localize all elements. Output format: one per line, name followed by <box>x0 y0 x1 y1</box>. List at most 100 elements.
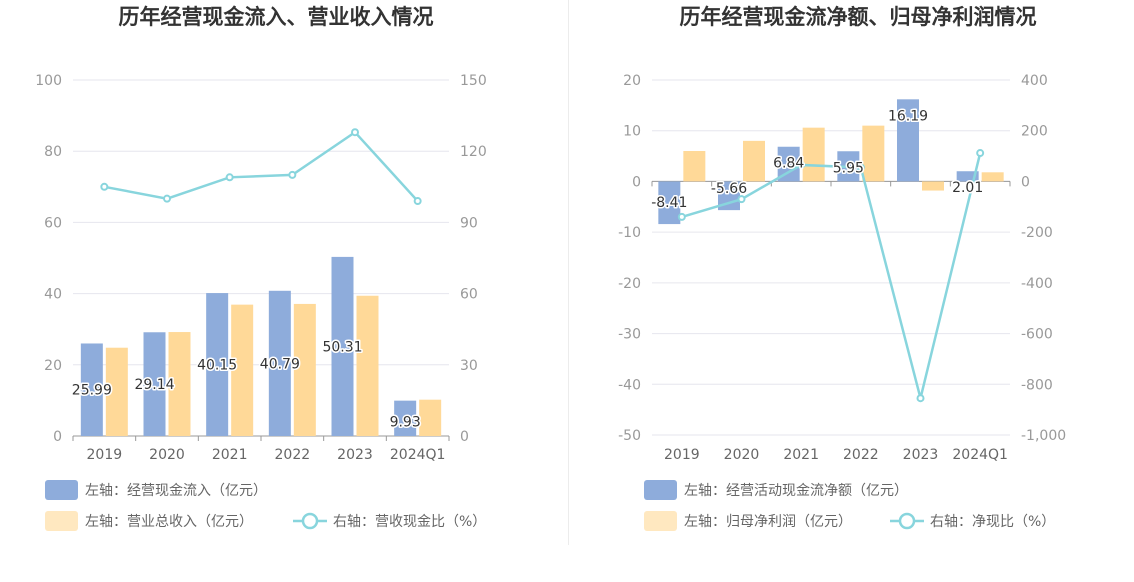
ratio-point-2019 <box>100 182 109 191</box>
cash-inflow-revenue-chart: 历年经营现金流入、营业收入情况 0 20 40 60 80 100 0 30 60 90 120 150… <box>35 5 487 531</box>
ratio-point-2022 <box>288 170 297 179</box>
chart-title: 历年经营现金流净额、归母净利润情况 <box>680 5 1037 29</box>
x-axis-tick-label: 2021 <box>212 447 248 463</box>
bar-data-label: 50.31 <box>322 339 362 355</box>
bar-series1-2022 <box>268 290 291 436</box>
ratio-point-2024Q1 <box>413 197 422 206</box>
legend-swatch <box>45 480 78 500</box>
bar-series2-2020 <box>743 140 765 182</box>
ratio-point-2022 <box>856 163 865 172</box>
right-axis-tick-label: 0 <box>1021 174 1030 190</box>
ratio-point-2019 <box>677 212 686 221</box>
bar-data-label: -8.41 <box>651 195 687 211</box>
bar-data-label: 40.79 <box>260 356 300 372</box>
bar-series2-2024Q1 <box>419 399 442 436</box>
left-axis-tick-label: 0 <box>53 429 62 445</box>
panel-divider <box>568 0 569 545</box>
x-axis-tick-label: 2024Q1 <box>952 447 1008 463</box>
ratio-point-2020 <box>163 194 171 203</box>
left-axis-tick-label: 80 <box>44 144 62 160</box>
left-axis-tick-label: 10 <box>623 124 641 140</box>
left-axis-tick-label: 40 <box>44 287 62 303</box>
right-axis-tick-label: -800 <box>1021 377 1053 393</box>
chart-panel-right: 历年经营现金流净额、归母净利润情况 -50 -40 -30 -20 -10 0 10 20 -1,… <box>569 0 1134 582</box>
bar-series1-2021 <box>206 293 229 436</box>
bar-data-label: 25.99 <box>72 383 112 399</box>
legend-marker <box>301 512 319 530</box>
right-axis-tick-label: 60 <box>460 287 478 303</box>
ratio-point-2020 <box>737 195 746 204</box>
bar-data-label: 6.84 <box>773 156 804 172</box>
legend-swatch <box>45 511 78 531</box>
right-axis-tick-label: -200 <box>1021 225 1053 241</box>
right-axis-tick-label: 120 <box>460 144 487 160</box>
right-axis-tick-label: -400 <box>1021 276 1053 292</box>
legend-label: 左轴：归母净利润（亿元） <box>684 513 852 530</box>
left-axis-tick-label: 100 <box>35 73 62 89</box>
x-axis-tick-label: 2023 <box>903 447 939 463</box>
bar-data-label: -5.66 <box>711 181 747 197</box>
bar-series1-2024Q1 <box>394 400 417 436</box>
ratio-point-2021 <box>797 160 806 169</box>
legend-label: 左轴：营业总收入（亿元） <box>85 514 253 530</box>
x-axis-tick-label: 2021 <box>783 447 819 463</box>
bar-series1-2021 <box>777 146 800 182</box>
left-axis-tick-label: -30 <box>618 327 641 343</box>
bar-series2-2024Q1 <box>981 172 1004 182</box>
chart-title: 历年经营现金流入、营业收入情况 <box>119 5 434 29</box>
right-axis-tick-label: -1,000 <box>1021 428 1066 444</box>
left-axis-tick-label: -20 <box>618 276 641 292</box>
x-axis-tick-label: 2020 <box>149 447 185 463</box>
ratio-point-2023 <box>351 128 359 137</box>
bar-data-label: 40.15 <box>197 358 237 374</box>
right-axis-tick-label: 90 <box>460 215 478 231</box>
x-axis-tick-label: 2019 <box>664 447 700 463</box>
bar-series2-2019 <box>683 151 706 182</box>
right-axis-tick-label: 200 <box>1021 124 1048 140</box>
bar-series2-2019 <box>105 347 128 436</box>
left-axis-tick-label: -40 <box>618 377 641 393</box>
x-axis-tick-label: 2023 <box>337 447 373 463</box>
ratio-line <box>104 130 419 202</box>
bar-series2-2022 <box>293 303 316 436</box>
bar-series2-2023 <box>922 181 944 191</box>
right-axis-tick-label: 150 <box>460 73 487 89</box>
bar-data-label: 5.95 <box>833 160 864 176</box>
bar-series1-2019 <box>80 343 103 436</box>
x-axis-tick-label: 2020 <box>724 447 760 463</box>
ratio-point-2021 <box>225 173 234 182</box>
bar-series1-2024Q1 <box>956 171 979 182</box>
bar-data-label: 2.01 <box>952 180 983 196</box>
left-axis-tick-label: 60 <box>44 215 62 231</box>
left-axis-tick-label: 20 <box>44 358 62 374</box>
right-axis-tick-label: 0 <box>460 429 469 445</box>
x-axis-tick-label: 2024Q1 <box>390 447 446 463</box>
right-axis-tick-label: 400 <box>1021 73 1048 89</box>
bar-series1-2023 <box>331 256 354 436</box>
bar-series2-2021 <box>802 127 825 182</box>
right-axis-tick-label: 30 <box>460 358 478 374</box>
bar-series2-2021 <box>231 304 254 436</box>
left-axis-tick-label: -10 <box>618 225 641 241</box>
legend-label: 右轴：净现比（%） <box>930 514 1055 530</box>
left-axis-tick-label: 0 <box>632 174 641 190</box>
ratio-point-2024Q1 <box>976 149 985 158</box>
left-axis-tick-label: 20 <box>623 73 641 89</box>
bar-data-label: 16.19 <box>888 108 928 124</box>
bar-data-label: 9.93 <box>390 415 421 431</box>
legend-label: 左轴：经营活动现金流净额（亿元） <box>684 483 908 499</box>
ratio-point-2023 <box>916 394 925 403</box>
ratio-line <box>681 152 982 399</box>
legend-marker <box>898 512 916 530</box>
bar-series1-2023 <box>897 99 919 182</box>
x-axis-tick-label: 2022 <box>843 447 879 463</box>
chart-panel-left: 历年经营现金流入、营业收入情况 0 20 40 60 80 100 0 30 60 90 120 150… <box>35 5 487 531</box>
net-cashflow-profit-chart: 历年经营现金流净额、归母净利润情况 -50 -40 -30 -20 -10 0 10 20 -1,… <box>618 5 1066 531</box>
bar-series1-2019 <box>658 181 681 225</box>
bar-series2-2023 <box>356 295 379 436</box>
x-axis-tick-label: 2022 <box>275 447 311 463</box>
bar-series1-2020 <box>143 332 166 436</box>
bar-data-label: 29.14 <box>134 377 174 393</box>
legend-label: 左轴：经营现金流入（亿元） <box>85 483 267 499</box>
bar-series1-2020 <box>718 181 740 211</box>
